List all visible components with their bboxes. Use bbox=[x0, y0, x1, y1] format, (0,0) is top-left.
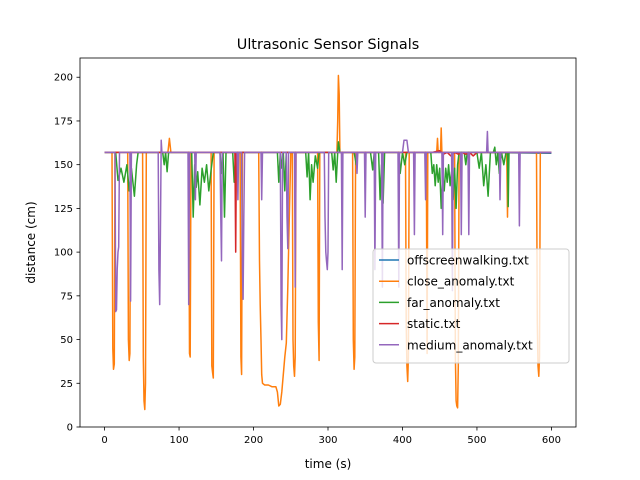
y-axis-label: distance (cm) bbox=[24, 201, 38, 283]
x-tick-label: 400 bbox=[393, 435, 412, 446]
y-tick-label: 175 bbox=[54, 116, 73, 127]
y-tick-label: 125 bbox=[54, 204, 73, 215]
chart-title: Ultrasonic Sensor Signals bbox=[237, 37, 419, 53]
x-tick-label: 100 bbox=[170, 435, 189, 446]
y-tick-label: 75 bbox=[60, 291, 73, 302]
y-tick-label: 50 bbox=[60, 335, 73, 346]
x-tick-label: 300 bbox=[318, 435, 337, 446]
legend-label: static.txt bbox=[407, 317, 461, 331]
x-tick-label: 0 bbox=[101, 435, 107, 446]
legend-label: offscreenwalking.txt bbox=[407, 254, 529, 268]
legend: offscreenwalking.txt close_anomaly.txtfar… bbox=[372, 248, 570, 364]
y-tick-label: 0 bbox=[67, 423, 73, 434]
y-tick-label: 25 bbox=[60, 379, 73, 390]
legend-label: far_anomaly.txt bbox=[407, 296, 500, 310]
plot-frame bbox=[79, 57, 577, 428]
x-axis-label: time (s) bbox=[305, 457, 352, 471]
x-tick-label: 500 bbox=[467, 435, 486, 446]
x-tick-label: 600 bbox=[542, 435, 561, 446]
legend-box bbox=[372, 248, 570, 364]
y-tick-label: 150 bbox=[54, 160, 73, 171]
series-layer bbox=[104, 74, 552, 411]
legend-label: close_anomaly.txt bbox=[407, 275, 515, 289]
y-tick-label: 200 bbox=[54, 73, 73, 84]
x-tick-label: 200 bbox=[244, 435, 263, 446]
legend-label: medium_anomaly.txt bbox=[407, 338, 533, 352]
ticks-layer: 0 100 200 300 400 500 600 0 25 50 75 100 125 150 175 20… bbox=[54, 73, 561, 446]
y-tick-label: 100 bbox=[54, 248, 73, 259]
series-line-medium-anomaly-txt bbox=[104, 130, 552, 341]
